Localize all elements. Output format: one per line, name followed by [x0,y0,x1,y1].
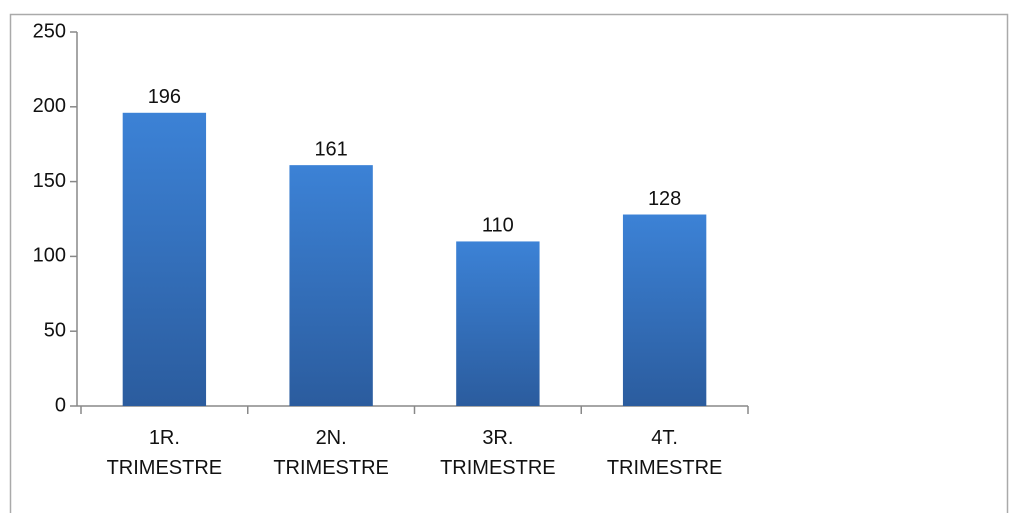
frame [9,13,1009,513]
x-tick-label: 3R. TRIMESTRE [440,427,556,479]
y-tick-label: 50 [44,319,66,341]
bar [622,214,707,406]
x-tick-label: 2N. TRIMESTRE [273,427,389,479]
bar [122,112,207,406]
data-label: 110 [482,215,514,237]
y-tick-label: 100 [33,245,66,267]
x-tick-label: 1R. TRIMESTRE [107,427,223,479]
y-tick-label: 200 [33,95,66,117]
y-tick-label: 250 [33,20,66,42]
data-label: 196 [148,86,181,108]
data-label: 128 [648,188,681,210]
y-tick-label: 0 [55,394,66,416]
y-tick-label: 150 [33,170,66,192]
bar [456,241,540,406]
bar [289,165,373,406]
x-tick-label: 4T. TRIMESTRE [607,427,723,479]
data-label: 161 [314,138,347,160]
